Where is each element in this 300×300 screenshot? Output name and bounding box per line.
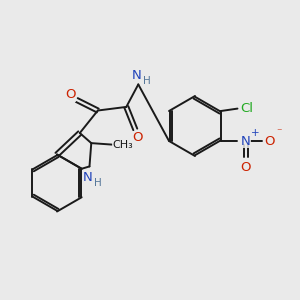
Text: O: O xyxy=(132,131,143,144)
Text: O: O xyxy=(265,134,275,148)
Text: O: O xyxy=(241,160,251,174)
Text: H: H xyxy=(143,76,151,86)
Text: +: + xyxy=(251,128,260,138)
Text: N: N xyxy=(241,134,251,148)
Text: O: O xyxy=(65,88,75,101)
Text: Cl: Cl xyxy=(240,102,253,115)
Text: H: H xyxy=(94,178,102,188)
Text: CH₃: CH₃ xyxy=(112,140,133,150)
Text: N: N xyxy=(83,171,93,184)
Text: N: N xyxy=(132,69,142,82)
Text: ⁻: ⁻ xyxy=(276,128,282,138)
